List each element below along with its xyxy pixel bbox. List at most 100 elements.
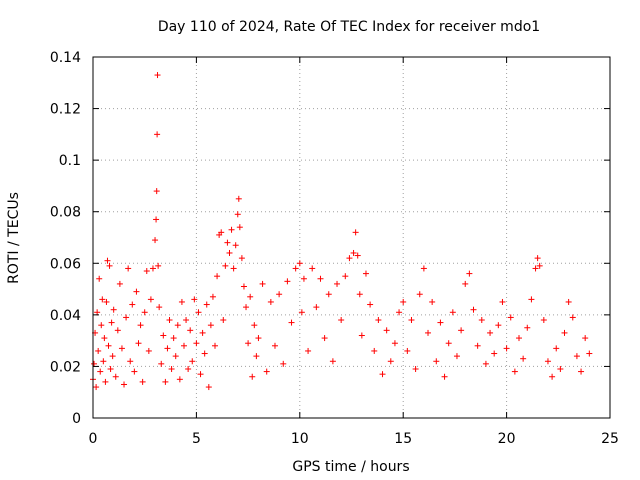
y-tick-label: 0.08 bbox=[50, 205, 81, 221]
data-point bbox=[100, 358, 107, 365]
data-point bbox=[156, 304, 163, 311]
data-point bbox=[437, 319, 444, 326]
x-axis-label: GPS time / hours bbox=[292, 459, 409, 475]
data-point bbox=[396, 309, 403, 316]
data-point bbox=[296, 260, 303, 267]
data-point bbox=[387, 358, 394, 365]
data-point bbox=[109, 353, 116, 360]
data-point bbox=[565, 298, 572, 305]
data-point bbox=[238, 255, 245, 262]
data-point bbox=[243, 304, 250, 311]
data-point bbox=[153, 188, 160, 195]
data-point bbox=[108, 319, 115, 326]
data-point bbox=[129, 301, 136, 308]
data-point bbox=[94, 309, 101, 316]
data-point bbox=[528, 296, 535, 303]
data-point bbox=[367, 301, 374, 308]
data-point bbox=[400, 298, 407, 305]
y-tick-label: 0.1 bbox=[59, 153, 81, 169]
data-point bbox=[516, 335, 523, 342]
data-point bbox=[420, 265, 427, 272]
data-point bbox=[222, 262, 229, 269]
data-point bbox=[172, 353, 179, 360]
data-point bbox=[153, 216, 160, 223]
data-point bbox=[105, 342, 112, 349]
data-point bbox=[101, 335, 108, 342]
data-point bbox=[474, 342, 481, 349]
data-point bbox=[358, 332, 365, 339]
data-point bbox=[578, 368, 585, 375]
data-point bbox=[346, 255, 353, 262]
data-point bbox=[433, 358, 440, 365]
data-point bbox=[263, 368, 270, 375]
data-point bbox=[425, 329, 432, 336]
data-point bbox=[123, 314, 130, 321]
data-point bbox=[147, 296, 154, 303]
data-point bbox=[235, 195, 242, 202]
data-point bbox=[110, 306, 117, 313]
data-point bbox=[462, 280, 469, 287]
data-point bbox=[362, 270, 369, 277]
data-point bbox=[371, 347, 378, 354]
data-point bbox=[193, 340, 200, 347]
data-point bbox=[214, 273, 221, 280]
data-point bbox=[356, 291, 363, 298]
data-point bbox=[116, 280, 123, 287]
data-point bbox=[549, 373, 556, 380]
data-point bbox=[253, 353, 260, 360]
data-points bbox=[90, 72, 593, 391]
ticks bbox=[92, 56, 611, 419]
data-point bbox=[391, 340, 398, 347]
data-point bbox=[507, 314, 514, 321]
data-point bbox=[197, 371, 204, 378]
data-point bbox=[127, 358, 134, 365]
data-point bbox=[499, 298, 506, 305]
data-point bbox=[155, 262, 162, 269]
data-point bbox=[466, 270, 473, 277]
data-point bbox=[445, 340, 452, 347]
data-point bbox=[160, 332, 167, 339]
data-point bbox=[107, 366, 114, 373]
data-point bbox=[145, 347, 152, 354]
data-point bbox=[98, 322, 105, 329]
data-point bbox=[168, 366, 175, 373]
data-point bbox=[103, 298, 110, 305]
y-tick-label: 0.14 bbox=[50, 50, 81, 66]
data-point bbox=[162, 378, 169, 385]
data-point bbox=[375, 317, 382, 324]
data-point bbox=[205, 384, 212, 391]
data-point bbox=[199, 329, 206, 336]
y-tick-label: 0.12 bbox=[50, 102, 81, 118]
data-point bbox=[154, 131, 161, 138]
data-point bbox=[325, 291, 332, 298]
data-point bbox=[143, 268, 150, 275]
data-point bbox=[133, 288, 140, 295]
data-point bbox=[93, 384, 100, 391]
data-point bbox=[383, 327, 390, 334]
data-point bbox=[557, 366, 564, 373]
data-point bbox=[201, 350, 208, 357]
data-point bbox=[271, 342, 278, 349]
data-point bbox=[137, 322, 144, 329]
data-point bbox=[453, 353, 460, 360]
data-point bbox=[178, 298, 185, 305]
data-point bbox=[553, 345, 560, 352]
x-tick-label: 0 bbox=[89, 431, 98, 447]
data-point bbox=[230, 265, 237, 272]
data-point bbox=[276, 291, 283, 298]
data-point bbox=[503, 345, 510, 352]
data-point bbox=[532, 265, 539, 272]
data-point bbox=[95, 347, 102, 354]
data-point bbox=[412, 366, 419, 373]
data-point bbox=[245, 340, 252, 347]
data-point bbox=[203, 301, 210, 308]
data-point bbox=[524, 324, 531, 331]
data-point bbox=[379, 371, 386, 378]
data-point bbox=[189, 358, 196, 365]
data-point bbox=[458, 327, 465, 334]
data-point bbox=[416, 291, 423, 298]
data-point bbox=[313, 304, 320, 311]
data-point bbox=[352, 229, 359, 236]
data-point bbox=[404, 347, 411, 354]
data-point bbox=[232, 242, 239, 249]
